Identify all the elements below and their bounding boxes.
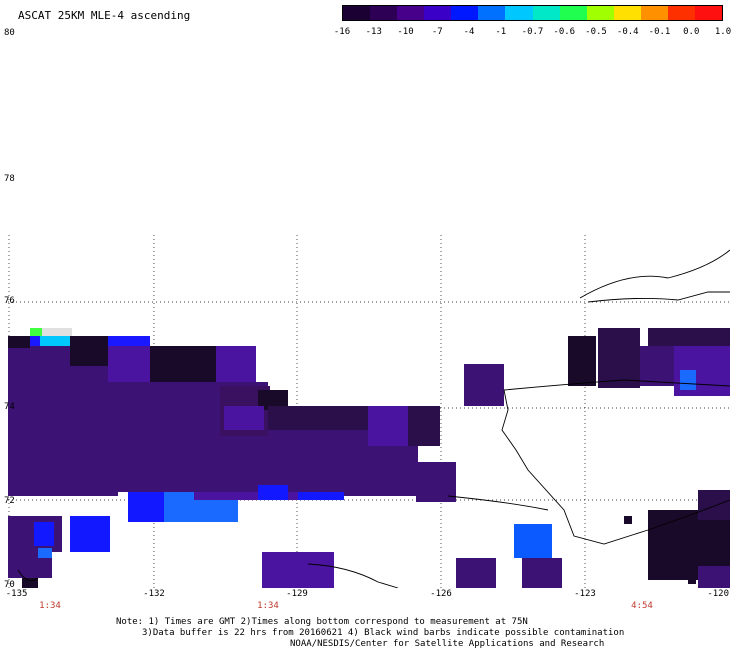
- swath-cell: [22, 578, 38, 588]
- time-label: 4:54: [631, 601, 653, 611]
- colorbar-segment: [397, 6, 425, 20]
- swath-cell: [108, 336, 150, 346]
- swath-cell: [408, 406, 440, 446]
- colorbar-tick-label: -0.6: [553, 27, 576, 37]
- longitude-label: -123: [574, 589, 596, 599]
- colorbar-segment: [478, 6, 506, 20]
- wind-swath-west: [8, 328, 456, 588]
- swath-cell: [8, 336, 30, 348]
- colorbar-tick-label: -4: [463, 27, 475, 37]
- colorbar: [342, 5, 723, 21]
- swath-cell: [70, 336, 110, 366]
- colorbar-tick-label: 0.0: [683, 27, 700, 37]
- colorbar-tick-label: -0.7: [521, 27, 544, 37]
- latitude-label: 78: [4, 174, 15, 184]
- time-label: 1:34: [39, 601, 61, 611]
- swath-cell: [258, 485, 288, 500]
- longitude-label: -132: [143, 589, 165, 599]
- swath-cell: [698, 490, 730, 520]
- colorbar-segment: [695, 6, 723, 20]
- time-label: 1:34: [257, 601, 279, 611]
- map-title: ASCAT 25KM MLE-4 ascending: [18, 9, 191, 22]
- colorbar-tick-label: -1: [495, 27, 507, 37]
- colorbar-segment: [532, 6, 560, 20]
- swath-cell: [598, 328, 640, 388]
- swath-cell: [514, 524, 552, 558]
- swath-cell: [416, 462, 456, 502]
- colorbar-tick-label: -0.5: [585, 27, 607, 37]
- latitude-label: 74: [4, 402, 15, 412]
- colorbar-tick-label: -0.4: [616, 27, 639, 37]
- swath-cell: [262, 552, 334, 588]
- latitude-label: 70: [4, 580, 15, 590]
- swath-cell: [70, 516, 110, 552]
- swath-cell: [368, 406, 408, 446]
- colorbar-segment: [451, 6, 479, 20]
- note-line-1: Note: 1) Times are GMT 2)Times along bot…: [116, 617, 528, 627]
- swath-cell: [30, 328, 42, 336]
- coastline: [17, 249, 730, 588]
- wind-swath-east: [568, 328, 730, 588]
- swath-cell: [688, 576, 696, 584]
- swath-cell: [522, 558, 562, 588]
- longitude-label: -129: [286, 589, 308, 599]
- colorbar-segment: [640, 6, 668, 20]
- colorbar-segment: [505, 6, 533, 20]
- colorbar-tick-label: -0.1: [648, 27, 671, 37]
- swath-cell: [128, 492, 164, 522]
- swath-cell: [30, 336, 70, 346]
- longitude-label: -126: [430, 589, 452, 599]
- longitude-label: -135: [5, 589, 28, 599]
- swath-cell: [624, 516, 632, 524]
- swath-cell: [258, 390, 288, 410]
- colorbar-segment: [343, 6, 371, 20]
- colorbar-segment: [559, 6, 587, 20]
- note-line-3: NOAA/NESDIS/Center for Satellite Applica…: [290, 639, 605, 649]
- colorbar-segment: [586, 6, 614, 20]
- swath-cell: [216, 346, 256, 386]
- swath-cell: [640, 346, 680, 386]
- swath-cell: [42, 328, 72, 336]
- swath-cell: [456, 558, 496, 588]
- swath-cell: [648, 328, 730, 348]
- swath-cell: [464, 364, 504, 406]
- swath-cell: [38, 548, 52, 558]
- colorbar-tick-label: -13: [365, 27, 382, 37]
- latitude-label: 72: [4, 496, 15, 506]
- swath-cell: [224, 406, 264, 430]
- swath-cell: [30, 336, 40, 346]
- wind-swath-middle: [456, 364, 562, 588]
- latitude-label: 80: [4, 28, 15, 38]
- swath-cell: [680, 370, 696, 390]
- colorbar-tick-label: -16: [333, 27, 351, 37]
- latitude-label: 76: [4, 296, 15, 306]
- swath-cell: [698, 566, 730, 588]
- swath-cell: [34, 522, 54, 546]
- colorbar-tick-label: 1.0: [714, 27, 732, 37]
- longitude-label: -120: [707, 589, 729, 599]
- map-plot: [8, 235, 730, 588]
- colorbar-segment: [424, 6, 452, 20]
- colorbar-tick-label: -7: [431, 27, 443, 37]
- colorbar-tick-label: -10: [397, 27, 414, 37]
- colorbar-segment: [370, 6, 398, 20]
- note-line-2: 3)Data buffer is 22 hrs from 20160621 4)…: [142, 628, 625, 638]
- colorbar-segment: [613, 6, 641, 20]
- swath-cell: [100, 470, 250, 492]
- swath-cell: [298, 492, 344, 500]
- swath-cell: [568, 336, 596, 386]
- swath-cell: [108, 346, 152, 382]
- colorbar-segment: [667, 6, 696, 20]
